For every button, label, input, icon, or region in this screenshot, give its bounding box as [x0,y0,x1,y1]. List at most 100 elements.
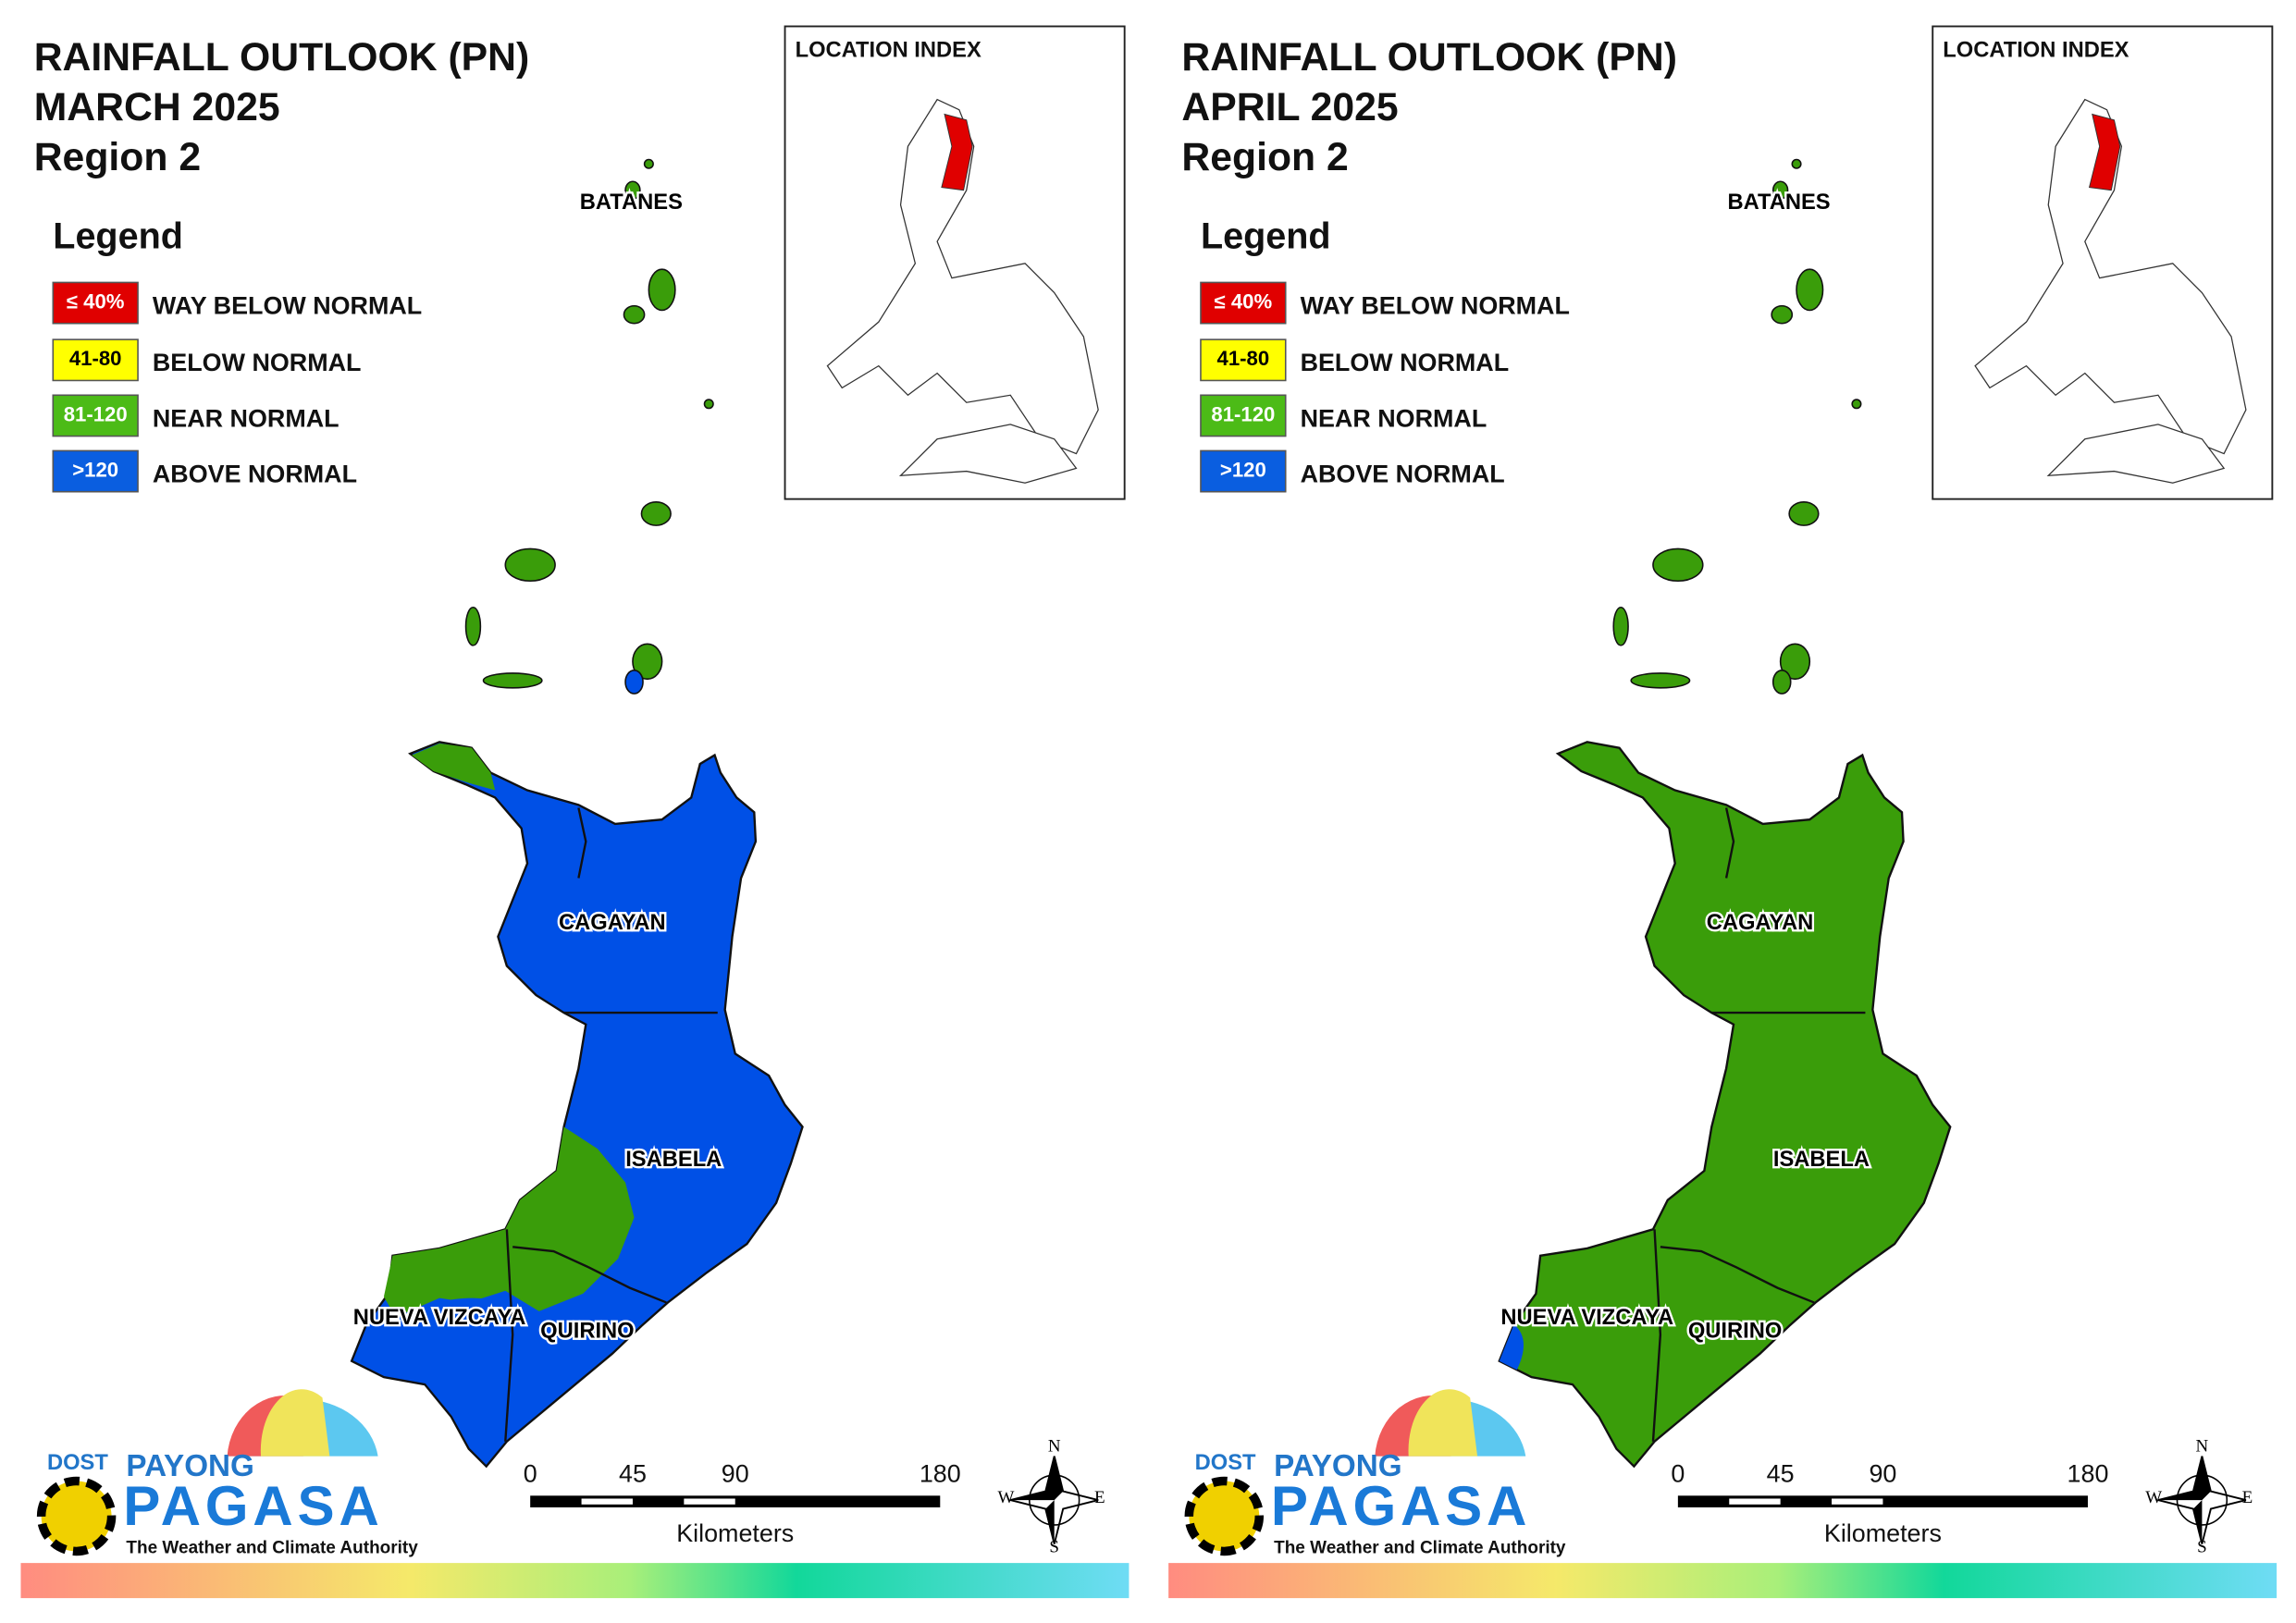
logo-umbrella [1408,1389,1478,1457]
compass-rose [2157,1456,2211,1544]
island [703,399,714,410]
legend-title: Legend [1201,215,1331,256]
legend-swatch [1200,394,1287,437]
logo-emblem [36,1476,117,1556]
logo-pagasa: PAGASA [1271,1475,1531,1537]
legend-swatch [52,449,139,493]
scale-unit: Kilometers [676,1519,794,1547]
island [632,643,663,681]
scale-label: 180 [920,1459,961,1487]
province-border [1651,1229,1662,1442]
island [1796,268,1824,312]
legend-range: 81-120 [64,402,128,425]
island [1851,399,1862,410]
scale-bar-segment [1832,1498,1883,1505]
legend-label: ABOVE NORMAL [1301,460,1505,487]
island [1788,501,1820,526]
scale-bar-segment [581,1498,633,1505]
title-line: APRIL 2025 [1181,85,1398,129]
outlook-patch [1499,1324,1524,1371]
logo-umbrella [260,1389,330,1457]
legend-label: BELOW NORMAL [153,349,362,376]
panel: RAINFALL OUTLOOK (PN) MARCH 2025 Region 2 L… [20,25,1129,1599]
legend-label: BELOW NORMAL [1301,349,1510,376]
island [1771,304,1794,325]
title-line: RAINFALL OUTLOOK (PN) [1181,35,1677,80]
outlook-patch [411,743,496,791]
province-label: BATANES [580,191,683,215]
province-label: CAGAYAN [559,911,666,935]
legend-swatch [1200,449,1287,493]
island [1779,643,1811,681]
legend-swatch [1200,338,1287,382]
legend-label: WAY BELOW NORMAL [1301,291,1570,319]
scale-label: 90 [722,1459,749,1487]
compass-letter: N [2196,1436,2209,1456]
logo-payong: PAYONG [126,1449,253,1483]
region-map [1498,741,1952,1469]
compass-letter: E [2242,1488,2253,1507]
compass-letter: W [2145,1488,2162,1507]
island [1630,672,1691,689]
title-line: Region 2 [1181,135,1348,179]
island [1771,180,1789,201]
legend-range: 81-120 [1211,402,1275,425]
legend-range: ≤ 40% [1215,289,1273,313]
legend-title: Legend [53,215,183,256]
legend-label: NEAR NORMAL [1301,404,1487,432]
scale-label: 0 [524,1459,537,1487]
island [623,304,646,325]
province-label: QUIRINO [1688,1319,1782,1343]
island [1771,669,1792,695]
philippines-outline [1974,98,2247,455]
island [1652,547,1704,583]
mindanao-outline [898,424,1078,484]
logo-tagline: The Weather and Climate Authority [126,1538,418,1557]
province-label: ISABELA [625,1148,722,1172]
compass-letter: S [1049,1538,1059,1557]
legend-label: ABOVE NORMAL [153,460,357,487]
legend-swatch [52,394,139,437]
outlook-patch [427,1297,516,1328]
region-highlight [941,113,973,191]
province-border [1724,807,1735,879]
island [482,672,543,689]
region-highlight [2088,113,2121,191]
legend-label: WAY BELOW NORMAL [153,291,422,319]
footer-band [20,1563,1129,1599]
province-border [512,1246,667,1304]
island [640,501,672,526]
compass-letter: W [998,1488,1015,1507]
legend-range: 41-80 [1217,347,1270,370]
location-index-title: LOCATION INDEX [1943,39,2129,63]
scale-unit: Kilometers [1824,1519,1942,1547]
scale-bar-segment [684,1498,735,1505]
island [504,547,556,583]
island [464,606,482,646]
logo-tagline: The Weather and Climate Authority [1274,1538,1566,1557]
location-index-title: LOCATION INDEX [796,39,981,63]
compass-letter: N [1048,1436,1061,1456]
province-label: NUEVA VIZCAYA [1500,1306,1673,1330]
legend-range: >120 [1220,458,1266,481]
legend-swatch [52,281,139,325]
mindanao-outline [2046,424,2226,484]
title-line: RAINFALL OUTLOOK (PN) [34,35,530,80]
title-line: MARCH 2025 [34,85,280,129]
legend-range: >120 [72,458,118,481]
legend-label: NEAR NORMAL [153,404,339,432]
logo-dost: DOST [1195,1451,1256,1475]
scale-label: 45 [619,1459,647,1487]
province-label: QUIRINO [540,1319,634,1343]
legend-range: ≤ 40% [67,289,125,313]
island [648,268,676,312]
compass-letter: E [1094,1488,1105,1507]
scale-label: 180 [2068,1459,2109,1487]
province-label: BATANES [1727,191,1830,215]
island [1791,158,1802,169]
compass-rose [1010,1456,1064,1544]
province-border [1660,1246,1815,1304]
logo-pagasa: PAGASA [123,1475,383,1537]
logo-emblem [1184,1476,1265,1556]
